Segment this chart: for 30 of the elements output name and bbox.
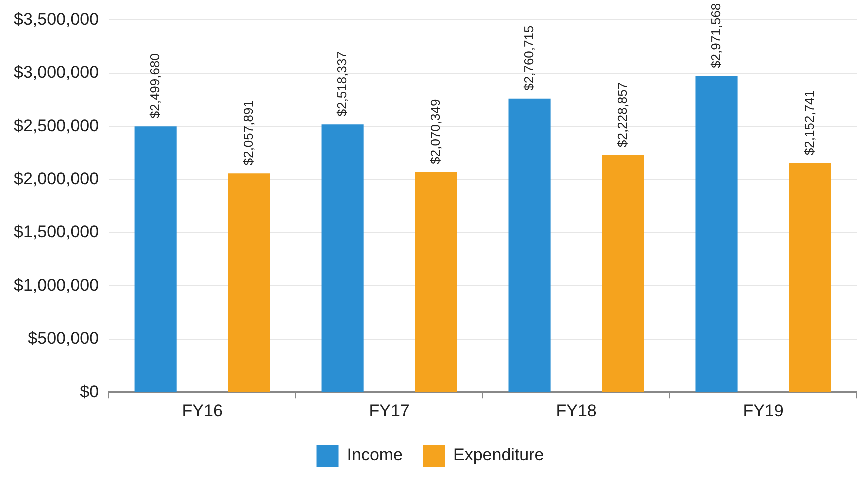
y-tick-label: $3,000,000: [14, 63, 100, 82]
data-label: $2,070,349: [428, 99, 443, 164]
bar: [508, 98, 551, 392]
legend-label: Expenditure: [454, 446, 544, 465]
data-label: $2,152,741: [802, 90, 817, 156]
y-tick-label: $500,000: [28, 329, 100, 348]
bar: [789, 164, 832, 392]
x-tick-label: FY18: [556, 401, 597, 420]
data-label: $2,971,568: [708, 3, 724, 68]
bar: [322, 124, 364, 392]
y-tick-label: $1,500,000: [14, 222, 100, 242]
y-tick-label: $3,500,000: [14, 10, 100, 29]
data-label: $2,057,891: [240, 100, 256, 166]
data-label: $2,518,337: [334, 52, 350, 117]
bar: [415, 172, 458, 392]
bar: [602, 155, 644, 392]
x-tick-label: FY19: [743, 401, 784, 420]
bar: [134, 126, 177, 392]
data-label: $2,760,715: [521, 26, 536, 91]
y-tick-label: $2,000,000: [14, 169, 100, 188]
x-tick-label: FY16: [182, 401, 223, 420]
data-label: $2,499,680: [147, 54, 162, 119]
data-label: $2,228,857: [614, 82, 630, 148]
y-tick-label: $1,000,000: [14, 276, 100, 295]
y-tick-label: $2,500,000: [14, 116, 100, 136]
legend-label: Income: [347, 446, 404, 465]
y-tick-label: $0: [80, 382, 100, 402]
x-tick-label: FY17: [369, 401, 410, 420]
bar: [696, 76, 738, 392]
bar: [228, 174, 270, 392]
